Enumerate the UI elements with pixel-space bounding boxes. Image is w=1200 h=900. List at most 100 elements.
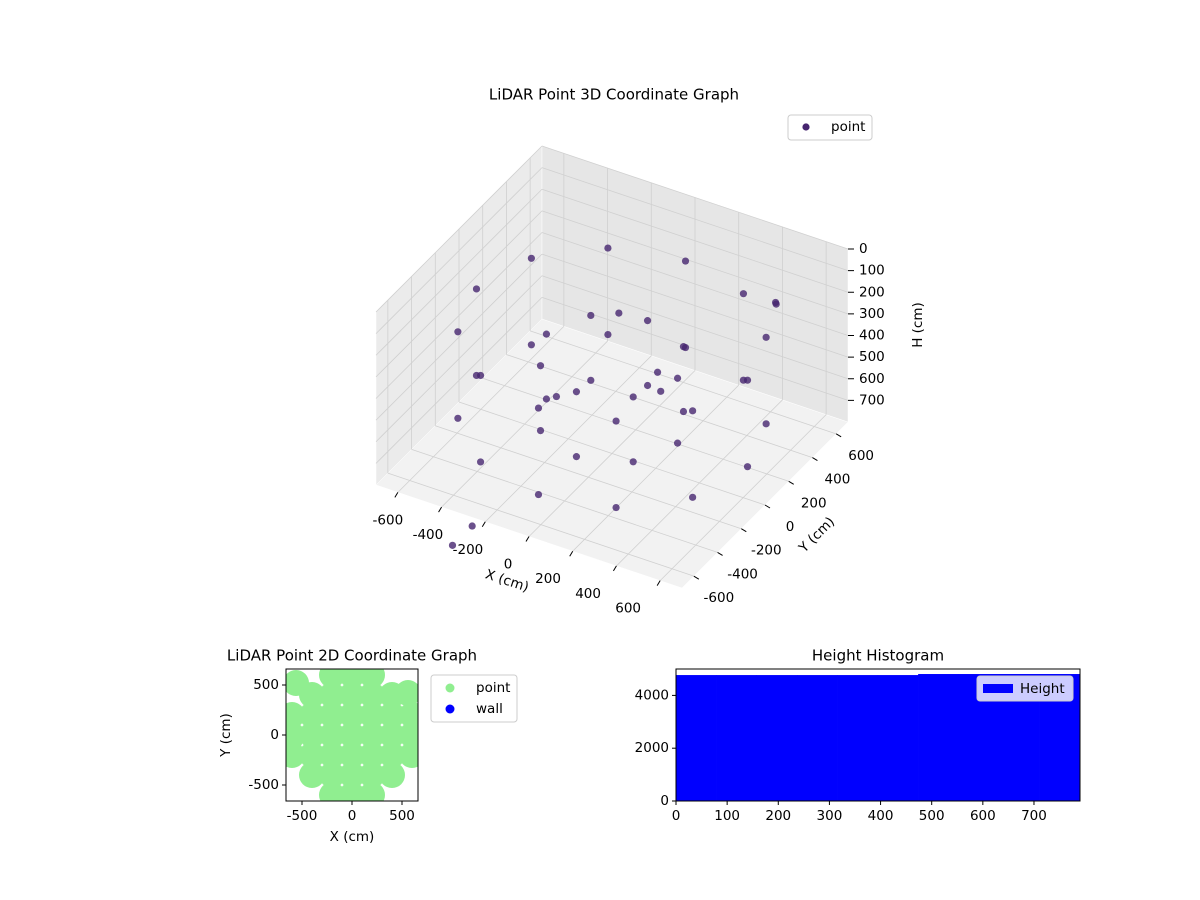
point (286, 702, 305, 728)
legend-marker (445, 683, 455, 693)
grid-line (375, 210, 543, 378)
x-tick-label: 0 (504, 557, 513, 573)
point (673, 374, 682, 382)
point (679, 407, 688, 416)
grid-line (530, 330, 837, 435)
grid-line (375, 145, 543, 313)
point (612, 417, 620, 425)
y-tick-label: -500 (248, 777, 279, 793)
point (534, 490, 543, 499)
x-tick-label: 0 (348, 808, 357, 824)
point (399, 702, 418, 728)
y-tick-label: -600 (704, 590, 735, 606)
grid-line (506, 354, 813, 458)
legend-label: point (476, 680, 510, 696)
point (299, 762, 325, 788)
legend-box (787, 114, 873, 141)
point (572, 453, 581, 461)
point (673, 439, 682, 447)
point (472, 371, 481, 380)
point (534, 404, 543, 412)
x-tick-label: 200 (765, 808, 791, 824)
tick-mark (812, 457, 818, 462)
y-tick-label: 400 (825, 472, 851, 488)
point (339, 682, 365, 708)
point (527, 341, 535, 349)
point (476, 458, 485, 466)
x-tick-label: 500 (919, 808, 945, 824)
tick-mark (612, 565, 617, 572)
tick-mark (481, 521, 486, 528)
x-tick-label: 500 (389, 808, 415, 824)
point (762, 420, 770, 428)
point (379, 722, 405, 748)
point (299, 702, 325, 728)
point (339, 702, 365, 728)
point (286, 726, 303, 752)
point (454, 414, 462, 422)
y-tick-label: 500 (253, 677, 279, 693)
point (319, 762, 345, 788)
grid-line (458, 401, 766, 506)
point (454, 328, 462, 336)
x-axis-label: X (cm) (330, 829, 375, 845)
point (359, 669, 385, 688)
x-tick-label: -200 (453, 542, 484, 558)
z-tick-label: 200 (859, 284, 885, 300)
y-tick-label: 0 (660, 793, 669, 809)
tick-mark (656, 580, 661, 586)
x-tick-label: -500 (287, 808, 318, 824)
point (359, 722, 385, 748)
grid-line (541, 210, 849, 315)
chart-title: LiDAR Point 2D Coordinate Graph (227, 647, 477, 665)
legend-marker (983, 684, 1013, 693)
z-tick-label: 0 (859, 241, 868, 257)
point (743, 463, 752, 471)
y-tick-label: -200 (751, 543, 782, 559)
z-tick-label: 600 (859, 371, 885, 387)
point (339, 722, 365, 748)
chart-title: Height Histogram (812, 647, 944, 665)
point (739, 290, 748, 298)
point (604, 244, 612, 252)
tick-mark (717, 551, 723, 556)
grid-line (387, 472, 694, 577)
plot-area (286, 669, 418, 801)
bar (796, 675, 838, 802)
point (689, 493, 697, 501)
axes-frame (675, 668, 1081, 802)
point (542, 330, 551, 338)
tick-mark (693, 575, 700, 580)
z-axis-label: H (cm) (910, 302, 926, 348)
y-tick-label: -400 (727, 566, 758, 582)
point (339, 742, 365, 768)
legend-marker (802, 123, 810, 131)
z-tick-label: 500 (859, 349, 885, 365)
z-tick-label: 400 (859, 328, 885, 344)
point (653, 368, 662, 376)
point (643, 317, 652, 325)
grid-line (541, 145, 849, 250)
x-tick-label: 200 (535, 571, 561, 587)
point (572, 388, 581, 396)
z-tick-label: 300 (859, 306, 885, 322)
legend-label: Height (1020, 681, 1065, 697)
legend-label: point (831, 119, 865, 135)
legend-label: wall (476, 701, 503, 717)
point (379, 702, 405, 728)
legend-box (430, 674, 518, 723)
grid-line (541, 232, 849, 336)
point (359, 782, 385, 801)
point (587, 376, 595, 384)
x-tick-label: 300 (817, 808, 843, 824)
point (468, 522, 476, 530)
point (399, 722, 418, 748)
point (604, 330, 612, 339)
point (319, 782, 345, 801)
y-tick-label: 0 (786, 519, 795, 535)
x-tick-label: 600 (615, 601, 641, 617)
x-tick-label: -600 (373, 512, 404, 528)
grid-line (541, 253, 849, 358)
z-tick-label: 100 (859, 263, 885, 279)
point (657, 387, 665, 395)
